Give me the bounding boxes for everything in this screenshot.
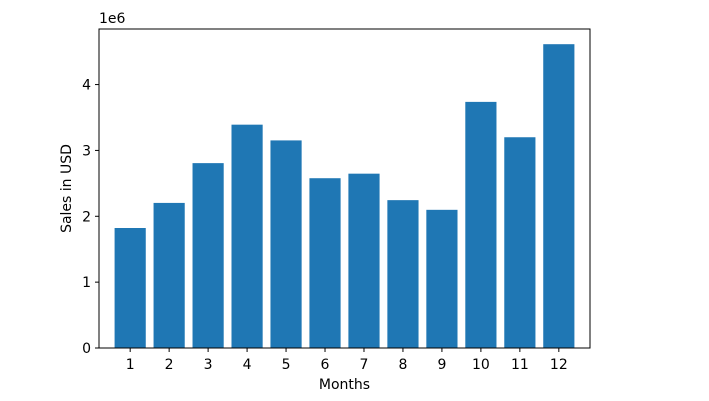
plot-frame: [98, 28, 591, 349]
bar-month-7: [348, 173, 380, 348]
y-axis-title: Sales in USD: [59, 144, 75, 233]
y-axis-offset-label: 1e6: [99, 11, 126, 27]
x-axis-ticks: 1 2 3 4 5 6 7 8 9 10 11 12: [126, 348, 568, 373]
x-tick-label: 3: [204, 357, 213, 373]
bar-month-10: [465, 101, 497, 348]
bars: [114, 44, 575, 349]
x-tick-label: 10: [472, 357, 490, 373]
bar-month-3: [192, 163, 224, 348]
x-tick-label: 2: [165, 357, 174, 373]
x-tick-label: 9: [437, 357, 446, 373]
x-tick-label: 11: [511, 357, 529, 373]
x-axis-title: Months: [319, 377, 370, 393]
x-tick-label: 7: [360, 357, 369, 373]
y-tick-label: 1: [82, 275, 91, 291]
x-tick-label: 6: [321, 357, 330, 373]
y-tick-label: 2: [82, 209, 91, 225]
bar-month-2: [153, 202, 185, 348]
y-tick-label: 0: [82, 341, 91, 357]
bar-month-9: [426, 209, 458, 348]
bar-month-12: [543, 44, 575, 348]
x-tick-label: 12: [550, 357, 568, 373]
bar-month-4: [231, 124, 263, 349]
y-tick-label: 3: [82, 143, 91, 159]
bar-month-8: [387, 200, 419, 348]
x-tick-label: 4: [243, 357, 252, 373]
y-axis-ticks: 0 1 2 3 4: [82, 78, 99, 357]
x-tick-label: 1: [126, 357, 135, 373]
x-tick-label: 5: [282, 357, 291, 373]
x-tick-label: 8: [398, 357, 407, 373]
bar-month-1: [114, 228, 146, 348]
bar-month-5: [270, 140, 302, 348]
bar-month-6: [309, 178, 341, 348]
y-tick-label: 4: [82, 78, 91, 94]
bar-month-11: [504, 137, 536, 348]
